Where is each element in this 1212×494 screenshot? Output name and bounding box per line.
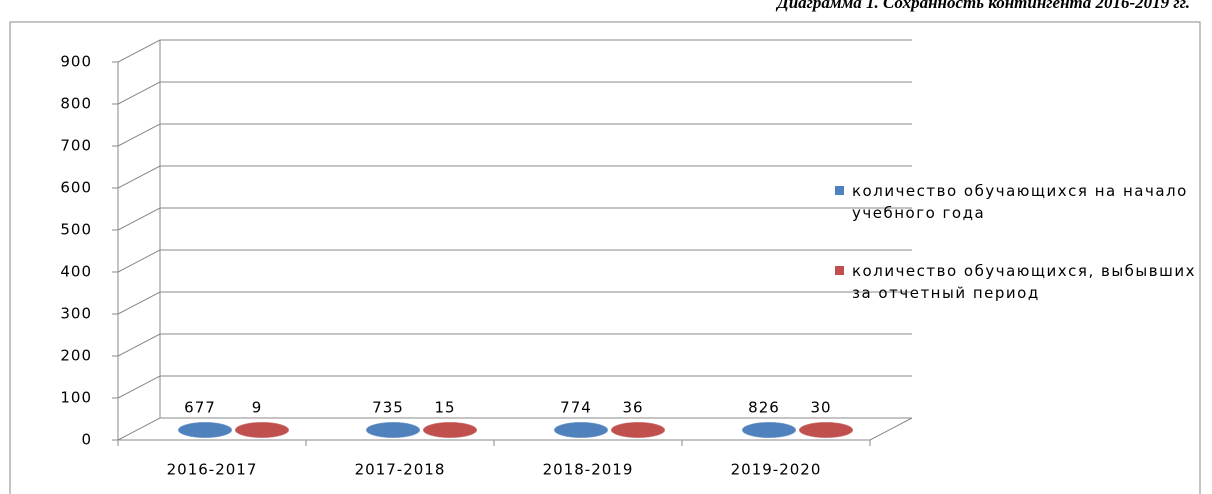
grid-line xyxy=(117,207,912,231)
y-tick-label: 600 xyxy=(60,179,92,197)
chart-frame xyxy=(9,21,1201,494)
value-label: 30 xyxy=(810,399,831,417)
grid-line xyxy=(117,375,912,399)
grid-line xyxy=(117,81,912,105)
value-label: 774 xyxy=(560,399,592,417)
grid-line xyxy=(117,333,912,357)
grid-line xyxy=(117,417,912,441)
bar-top xyxy=(610,421,666,439)
grid-line xyxy=(117,165,912,189)
grid-line xyxy=(117,39,912,63)
bar-top xyxy=(741,421,797,439)
bar-top xyxy=(798,421,854,439)
value-label: 677 xyxy=(184,399,216,417)
legend-label: количество обучающихся на начало учебног… xyxy=(852,182,1188,222)
value-label: 826 xyxy=(748,399,780,417)
legend-item: количество обучающихся на начало учебног… xyxy=(835,180,1197,224)
y-tick-label: 900 xyxy=(60,53,92,71)
legend-item: количество обучающихся, выбывших за отче… xyxy=(835,260,1197,304)
bar-top xyxy=(177,421,233,439)
bar xyxy=(234,421,290,439)
x-tick-label: 2017-2018 xyxy=(355,461,446,479)
y-tick-label: 400 xyxy=(60,263,92,281)
legend-swatch xyxy=(835,266,844,275)
value-label: 36 xyxy=(622,399,643,417)
grid-line xyxy=(117,249,912,273)
bar-top xyxy=(365,421,421,439)
bar xyxy=(365,421,421,439)
legend-swatch xyxy=(835,186,844,195)
bar xyxy=(741,421,797,439)
y-tick-label: 300 xyxy=(60,305,92,323)
x-tick-label: 2019-2020 xyxy=(731,461,822,479)
bar xyxy=(422,421,478,439)
grid-line xyxy=(117,291,912,315)
y-tick-label: 200 xyxy=(60,347,92,365)
y-tick-label: 500 xyxy=(60,221,92,239)
y-tick-label: 700 xyxy=(60,137,92,155)
y-tick-label: 800 xyxy=(60,95,92,113)
bar-top xyxy=(422,421,478,439)
y-tick-label: 0 xyxy=(81,431,92,449)
chart-title: Диаграмма 1. Сохранность контингента 201… xyxy=(775,0,1190,12)
legend-label: количество обучающихся, выбывших за отче… xyxy=(852,262,1196,302)
value-label: 15 xyxy=(434,399,455,417)
bar-top xyxy=(234,421,290,439)
y-tick-label: 100 xyxy=(60,389,92,407)
bar xyxy=(553,421,609,439)
bar-top xyxy=(553,421,609,439)
value-label: 9 xyxy=(252,399,263,417)
bar xyxy=(798,421,854,439)
x-tick-label: 2016-2017 xyxy=(167,461,258,479)
bar xyxy=(610,421,666,439)
x-tick-label: 2018-2019 xyxy=(543,461,634,479)
value-label: 735 xyxy=(372,399,404,417)
bar xyxy=(177,421,233,439)
grid-line xyxy=(117,123,912,147)
